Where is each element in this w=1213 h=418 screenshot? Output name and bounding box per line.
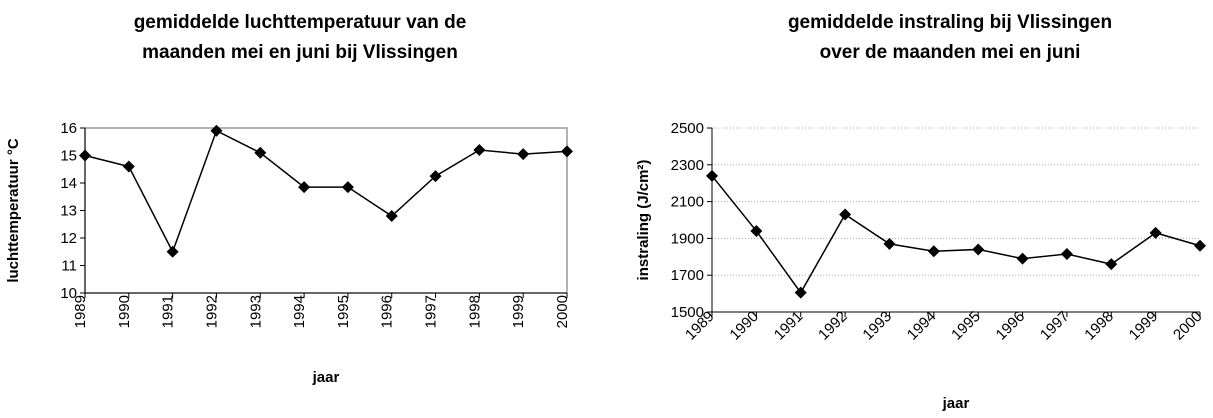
x-tick-label: 1992: [203, 295, 220, 328]
data-point: [883, 237, 896, 250]
x-axis-label: jaar: [312, 369, 340, 386]
data-point: [561, 145, 573, 158]
chart-title: maanden mei en juni bij Vlissingen: [142, 42, 458, 63]
data-point: [927, 245, 940, 258]
data-point: [517, 148, 530, 161]
data-point: [166, 245, 179, 258]
data-point: [750, 225, 763, 238]
data-point: [429, 170, 442, 183]
y-axis-label: instraling (J/cm²): [635, 160, 652, 281]
y-tick-label: 1900: [671, 230, 704, 247]
x-axis-label: jaar: [942, 395, 970, 412]
data-point: [1194, 239, 1206, 252]
data-point: [122, 160, 135, 173]
x-tick-label: 1998: [466, 295, 483, 328]
y-tick-label: 10: [60, 285, 77, 302]
chart: gemiddelde luchttemperatuur van de maande…: [5, 12, 573, 386]
x-tick-label: 1997: [423, 295, 440, 328]
x-tick-label: 2000: [554, 295, 571, 328]
data-point: [210, 124, 223, 137]
y-tick-label: 16: [60, 120, 77, 137]
data-point: [385, 210, 398, 222]
x-tick-label: 1993: [247, 295, 264, 328]
x-tick-label: 1991: [160, 295, 177, 328]
data-point: [1060, 248, 1073, 261]
data-point: [298, 181, 311, 194]
x-tick-label: 1999: [510, 295, 527, 328]
data-point: [706, 169, 718, 182]
data-point: [972, 243, 985, 256]
data-point: [254, 146, 267, 159]
y-tick-label: 11: [61, 258, 77, 275]
y-tick-label: 13: [60, 203, 77, 220]
y-tick-label: 15: [60, 148, 77, 165]
data-point: [341, 181, 354, 194]
x-tick-label: 1989: [72, 295, 89, 328]
y-tick-label: 2500: [671, 120, 704, 137]
data-point: [473, 144, 486, 156]
data-point: [1149, 226, 1162, 239]
x-tick-label: 1994: [291, 295, 308, 328]
x-tick-label: 1995: [335, 295, 352, 328]
y-tick-label: 1700: [671, 267, 704, 284]
x-tick-label: 1996: [379, 295, 396, 328]
data-point: [839, 208, 852, 221]
data-point: [1016, 252, 1029, 265]
chart-title: over de maanden mei en juni: [820, 42, 1081, 63]
y-tick-label: 2100: [671, 194, 704, 211]
series-line: [711, 175, 1201, 295]
chart-title: gemiddelde luchttemperatuur van de: [134, 12, 467, 33]
plot-frame: [84, 127, 568, 294]
y-tick-label: 1500: [671, 304, 704, 321]
chart-title: gemiddelde instraling bij Vlissingen: [788, 12, 1112, 33]
y-tick-label: 2300: [671, 157, 704, 174]
data-point: [794, 286, 807, 299]
y-tick-label: 12: [60, 230, 77, 247]
x-tick-label: 1990: [116, 295, 133, 328]
y-tick-label: 14: [60, 175, 77, 192]
data-point: [79, 149, 91, 162]
y-axis-label: luchttemperatuur °C: [5, 138, 22, 283]
chart: gemiddelde instraling bij Vlissingen over…: [635, 12, 1206, 412]
data-point: [1105, 258, 1118, 271]
series-line: [84, 129, 568, 254]
